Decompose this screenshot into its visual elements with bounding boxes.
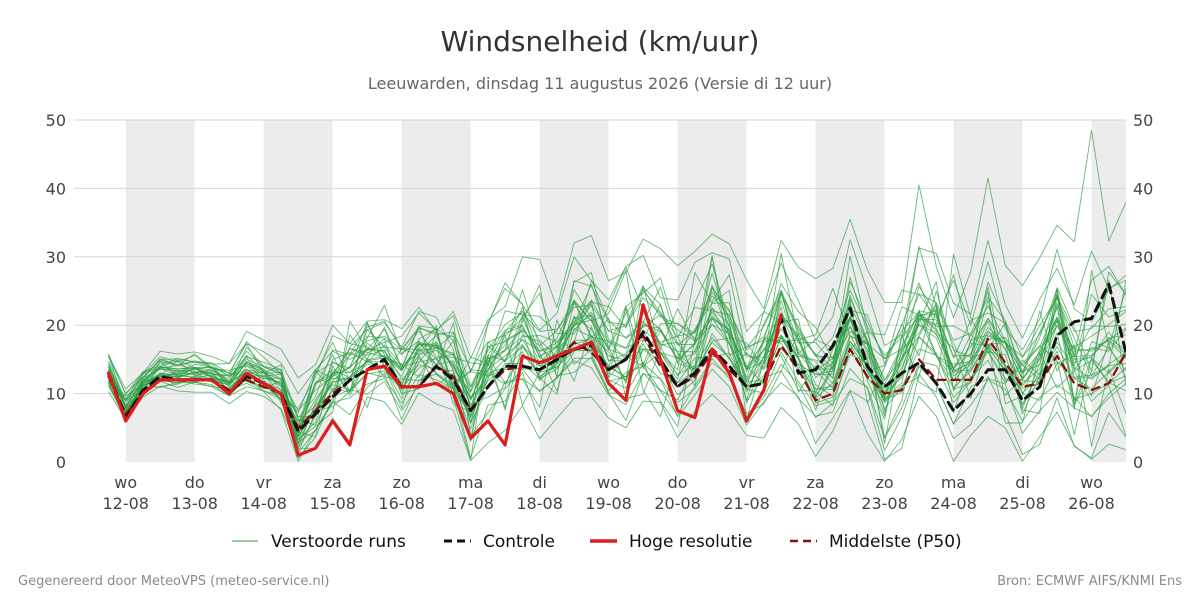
y-tick-left-3: 30 <box>46 248 66 267</box>
y-tick-left-0: 0 <box>56 453 66 472</box>
y-axis-right: 0 10 20 30 40 50 <box>1133 111 1153 472</box>
day-band-0 <box>125 120 195 462</box>
hires-line <box>106 303 783 457</box>
x-tick-day-14: wo <box>1080 473 1103 492</box>
x-tick-day-9: vr <box>739 473 755 492</box>
ensemble-run-6 <box>108 266 1126 453</box>
ensemble-run-12 <box>108 280 1126 426</box>
chart-subtitle: Leeuwarden, dinsdag 11 augustus 2026 (Ve… <box>368 74 832 93</box>
ensemble-run-25 <box>108 385 1126 462</box>
y-tick-left-2: 20 <box>46 316 66 335</box>
x-tick-date-8: 20-08 <box>654 494 701 513</box>
ensemble-run-14 <box>108 246 1126 414</box>
legend-label-control: Controle <box>483 532 555 552</box>
x-axis: wo 12-08 do 13-08 vr 14-08 za 15-08 zo 16-08 ma 17-… <box>102 473 1114 513</box>
ensemble-run-19 <box>108 289 1126 412</box>
y-tick-right-1: 10 <box>1133 385 1153 404</box>
ensemble-run-26 <box>108 289 1126 437</box>
legend-label-median: Middelste (P50) <box>829 532 962 552</box>
y-axis-left: 0 10 20 30 40 50 <box>46 111 66 472</box>
ensemble-run-30 <box>108 315 1126 431</box>
ensemble-run-17 <box>108 239 1126 395</box>
y-tick-left-5: 50 <box>46 111 66 130</box>
x-tick-date-5: 17-08 <box>447 494 494 513</box>
x-tick-date-10: 22-08 <box>792 494 839 513</box>
ensemble-run-21 <box>108 304 1126 440</box>
y-tick-left-1: 10 <box>46 385 66 404</box>
x-tick-day-4: zo <box>393 473 411 492</box>
x-tick-day-2: vr <box>256 473 272 492</box>
legend-item-ensemble: Verstoorde runs <box>232 532 406 552</box>
x-tick-date-3: 15-08 <box>309 494 356 513</box>
day-band-6 <box>953 120 1023 462</box>
x-tick-date-4: 16-08 <box>378 494 425 513</box>
y-tick-right-5: 50 <box>1133 111 1153 130</box>
day-band-7 <box>1091 120 1126 462</box>
y-tick-right-2: 20 <box>1133 316 1153 335</box>
y-tick-left-4: 40 <box>46 179 66 198</box>
x-tick-date-0: 12-08 <box>102 494 149 513</box>
x-tick-day-3: za <box>324 473 342 492</box>
ensemble-run-3 <box>108 253 1126 445</box>
y-tick-right-3: 30 <box>1133 248 1153 267</box>
legend-item-control: Controle <box>444 532 555 552</box>
x-tick-date-7: 19-08 <box>585 494 632 513</box>
x-tick-date-11: 23-08 <box>861 494 908 513</box>
x-tick-day-13: di <box>1015 473 1030 492</box>
x-tick-day-0: wo <box>114 473 137 492</box>
legend-label-hires: Hoge resolutie <box>629 532 753 552</box>
control-line <box>107 282 1126 433</box>
x-tick-date-1: 13-08 <box>171 494 218 513</box>
chart-title: Windsnelheid (km/uur) <box>441 25 760 58</box>
x-tick-day-11: zo <box>875 473 893 492</box>
legend-item-hires: Hoge resolutie <box>590 532 753 552</box>
x-tick-day-1: do <box>185 473 205 492</box>
x-tick-day-5: ma <box>458 473 483 492</box>
x-tick-day-6: di <box>532 473 547 492</box>
x-tick-day-8: do <box>668 473 688 492</box>
y-tick-right-0: 0 <box>1133 453 1143 472</box>
footer-source: Bron: ECMWF AIFS/KNMI Ens <box>997 574 1182 589</box>
x-tick-date-6: 18-08 <box>516 494 563 513</box>
ensemble-run-23 <box>108 358 1126 459</box>
x-tick-date-12: 24-08 <box>930 494 977 513</box>
day-band-4 <box>677 120 747 462</box>
legend-label-ensemble: Verstoorde runs <box>271 532 406 552</box>
x-tick-date-9: 21-08 <box>723 494 770 513</box>
footer-credit: Gegenereerd door MeteoVPS (meteo-service… <box>18 574 329 589</box>
legend: Verstoorde runs Controle Hoge resolutie … <box>232 532 962 552</box>
x-tick-date-14: 26-08 <box>1068 494 1115 513</box>
x-tick-day-12: ma <box>941 473 966 492</box>
main-series <box>106 282 1126 457</box>
x-tick-date-13: 25-08 <box>999 494 1046 513</box>
ensemble-run-18 <box>108 129 1126 390</box>
day-bands <box>125 120 1126 462</box>
ensemble-run-34 <box>108 311 1126 427</box>
y-tick-right-4: 40 <box>1133 179 1153 198</box>
ensemble-run-33 <box>108 289 1126 418</box>
legend-item-median: Middelste (P50) <box>790 532 962 552</box>
x-tick-day-10: za <box>806 473 824 492</box>
x-tick-day-7: wo <box>597 473 620 492</box>
ensemble-run-27 <box>108 312 1126 418</box>
x-tick-date-2: 14-08 <box>240 494 287 513</box>
